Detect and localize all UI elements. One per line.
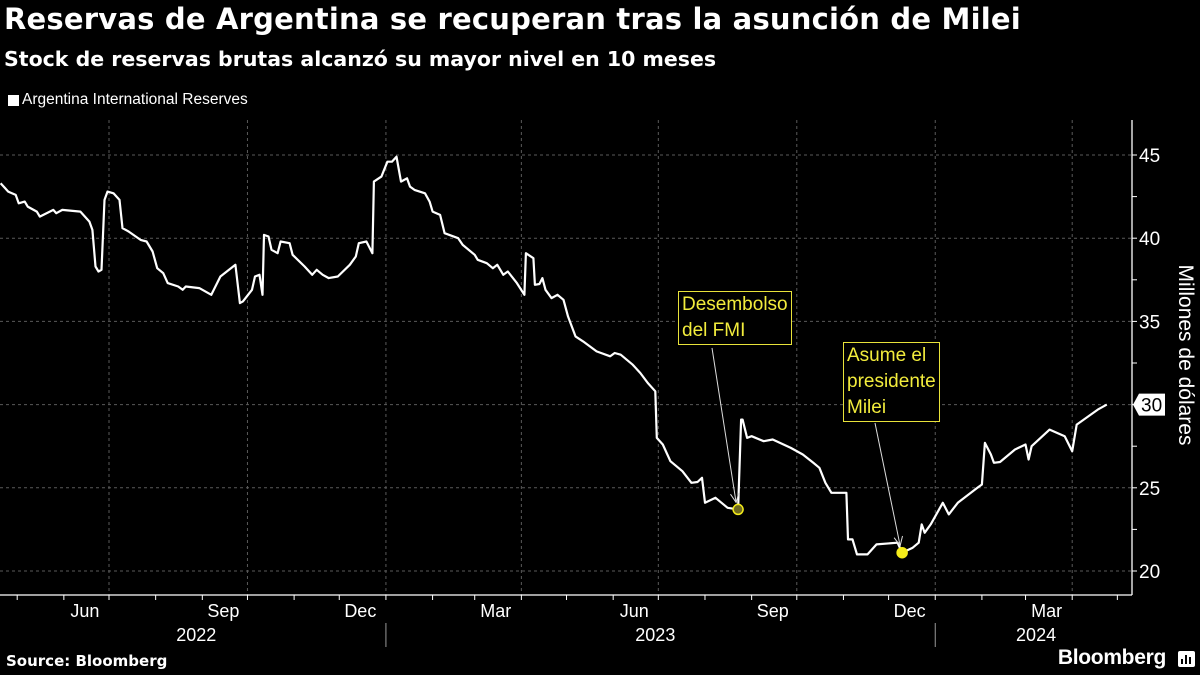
annotation-arrowhead-icon bbox=[893, 535, 903, 547]
legend: Argentina International Reserves bbox=[8, 91, 248, 109]
annotation-arrowhead-icon bbox=[730, 492, 740, 504]
x-tick-label: Jun bbox=[70, 601, 99, 621]
annotation-leader-line bbox=[874, 422, 901, 546]
x-tick-label: Jun bbox=[620, 601, 649, 621]
annotation-leader-line bbox=[711, 347, 737, 503]
x-tick-label: Mar bbox=[480, 601, 511, 621]
y-tick-label: 35 bbox=[1139, 312, 1160, 333]
y-tick-label: 25 bbox=[1139, 479, 1160, 500]
y-tick-label: 20 bbox=[1139, 562, 1160, 583]
x-tick-label: Sep bbox=[757, 601, 789, 621]
y-axis-title: Millones de dólares bbox=[1174, 264, 1197, 446]
annotation-marker bbox=[896, 546, 908, 559]
x-tick-label: Dec bbox=[344, 601, 376, 621]
y-tick-label: 45 bbox=[1139, 146, 1160, 167]
x-tick-label: Mar bbox=[1031, 601, 1062, 621]
chart-subtitle: Stock de reservas brutas alcanzó su mayo… bbox=[4, 47, 717, 71]
year-label: 2023 bbox=[635, 625, 675, 645]
x-tick-label: Dec bbox=[894, 601, 926, 621]
year-label: 2022 bbox=[176, 625, 216, 645]
legend-label: Argentina International Reserves bbox=[22, 91, 248, 108]
bloomberg-logo: Bloomberg bbox=[1057, 646, 1166, 669]
series-line-reserves bbox=[0, 155, 1108, 556]
x-tick-label: Sep bbox=[207, 601, 239, 621]
annotation-imf-disbursement: Desembolso del FMI bbox=[678, 291, 792, 345]
year-label: 2024 bbox=[1016, 625, 1056, 645]
last-value-tag bbox=[1133, 393, 1165, 416]
last-value-label: 30 bbox=[1141, 396, 1162, 417]
annotation-marker bbox=[732, 503, 744, 516]
annotation-milei-inauguration: Asume el presidente Milei bbox=[843, 342, 940, 422]
source-note: Source: Bloomberg bbox=[6, 652, 168, 670]
chart-title: Reservas de Argentina se recuperan tras … bbox=[4, 2, 1021, 36]
legend-swatch-icon bbox=[8, 94, 19, 106]
y-tick-label: 40 bbox=[1139, 229, 1160, 250]
bar-chart-icon bbox=[1178, 651, 1195, 667]
